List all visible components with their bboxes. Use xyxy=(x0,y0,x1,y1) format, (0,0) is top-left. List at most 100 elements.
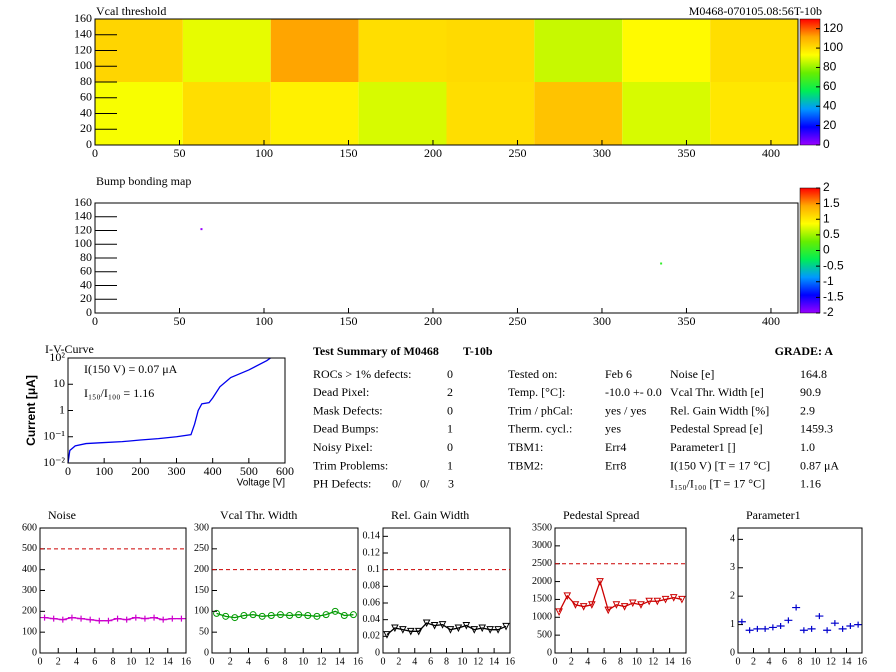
result-value: 90.9 xyxy=(800,385,821,399)
point xyxy=(430,622,439,630)
point xyxy=(340,612,348,619)
point xyxy=(446,626,455,634)
point xyxy=(454,624,463,633)
x-axis-label: Voltage [V] xyxy=(237,478,286,489)
x-tick-label: 10 xyxy=(811,656,821,667)
y-tick-label: 1500 xyxy=(532,594,552,605)
y-tick-label: 1 xyxy=(59,402,65,416)
result-value: 1.16 xyxy=(800,477,821,491)
annotation: I(150 V) = 0.07 μA xyxy=(84,362,178,376)
point xyxy=(295,611,303,619)
point xyxy=(150,614,159,621)
defect-value: 0 xyxy=(447,440,453,454)
colorbar xyxy=(799,18,821,146)
condition-label: Therm. cycl.: xyxy=(508,422,572,436)
point xyxy=(322,611,330,619)
x-tick-label: 8 xyxy=(444,656,449,667)
heatmap-cell xyxy=(534,82,623,145)
x-tick-label: 2 xyxy=(56,656,61,667)
ph-defects-value: 3 xyxy=(448,477,454,491)
point xyxy=(502,622,510,631)
y-tick-label: 10 xyxy=(53,376,65,390)
y-tick-label: 250 xyxy=(194,543,209,554)
heatmap-cell xyxy=(270,82,359,145)
point xyxy=(823,627,832,634)
y-tick-label: 200 xyxy=(22,606,37,617)
condition-value: Err4 xyxy=(605,440,626,454)
y-tick-label: 0.12 xyxy=(363,547,381,558)
result-label: Rel. Gain Width [%] xyxy=(670,403,769,417)
ph-defects-value: 0/ xyxy=(420,477,430,491)
point xyxy=(494,626,502,634)
defect-label: Dead Bumps: xyxy=(313,422,379,436)
point xyxy=(792,604,801,611)
condition-label: TBM2: xyxy=(508,458,543,472)
x-tick-label: 500 xyxy=(240,464,258,478)
chart-title: Noise xyxy=(48,508,76,522)
y-tick-label: 0 xyxy=(204,647,209,658)
point xyxy=(383,631,391,639)
ph-defects-value: 0/ xyxy=(392,477,402,491)
x-tick-label: 0 xyxy=(553,656,558,667)
point xyxy=(77,615,86,622)
chart-subtitle: M0468-070105.08:56T-10b xyxy=(689,4,822,18)
summary-title: Test Summary of M0468 xyxy=(313,344,439,358)
colorbar-tick-label: 60 xyxy=(823,79,837,93)
y-tick-label: 0.1 xyxy=(368,564,381,575)
point xyxy=(846,623,855,630)
y-tick-label: 100 xyxy=(22,626,37,637)
point xyxy=(620,603,629,611)
point xyxy=(761,625,770,632)
x-tick-label: 400 xyxy=(762,146,780,160)
point xyxy=(645,597,653,606)
x-tick-label: 300 xyxy=(593,146,611,160)
point xyxy=(830,620,839,627)
x-tick-label: 100 xyxy=(95,464,113,478)
condition-value: yes xyxy=(605,422,621,436)
x-tick-label: 0 xyxy=(736,656,741,667)
point xyxy=(678,595,686,604)
y-tick-label: 4 xyxy=(730,534,735,545)
y-tick-label: 3 xyxy=(730,562,735,573)
colorbar-tick-label: 1.5 xyxy=(823,196,840,210)
condition-value: Err8 xyxy=(605,458,626,472)
summary-tag: T-10b xyxy=(463,344,493,358)
x-tick-label: 12 xyxy=(473,656,483,667)
x-tick-label: 14 xyxy=(665,656,675,667)
point xyxy=(258,612,266,620)
point xyxy=(414,627,423,636)
y-tick-label: 0 xyxy=(32,647,37,658)
x-tick-label: 2 xyxy=(228,656,233,667)
point xyxy=(669,594,678,602)
y-tick-label: 300 xyxy=(22,585,37,596)
x-tick-label: 10 xyxy=(298,656,308,667)
point xyxy=(177,615,186,622)
x-tick-label: 10 xyxy=(632,656,642,667)
x-tick-label: 8 xyxy=(618,656,623,667)
defect-value: 0 xyxy=(447,367,453,381)
annotation: I₁₅₀/I₁₀₀ = 1.16 xyxy=(84,386,154,400)
heatmap-cell xyxy=(358,82,447,145)
y-tick-label: 60 xyxy=(80,90,92,104)
y-tick-label: 400 xyxy=(22,564,37,575)
y-tick-label: 40 xyxy=(80,105,92,119)
point xyxy=(49,615,58,622)
x-tick-label: 0 xyxy=(92,146,98,160)
point xyxy=(286,612,294,619)
defect-label: Trim Problems: xyxy=(313,458,388,472)
result-label: Vcal Thr. Width [e] xyxy=(670,385,764,399)
x-tick-label: 300 xyxy=(593,314,611,328)
y-tick-label: 0.14 xyxy=(363,531,381,542)
x-tick-label: 16 xyxy=(353,656,363,667)
x-tick-label: 2 xyxy=(396,656,401,667)
point xyxy=(462,622,471,630)
result-label: Noise [e] xyxy=(670,367,714,381)
point xyxy=(745,627,754,634)
point xyxy=(784,617,793,624)
point xyxy=(571,601,580,609)
y-axis-label: Current [μA] xyxy=(24,375,38,446)
pixel xyxy=(660,262,663,265)
point xyxy=(588,601,596,609)
colorbar-tick-label: 0 xyxy=(823,243,830,257)
y-tick-label: 3500 xyxy=(532,522,552,533)
